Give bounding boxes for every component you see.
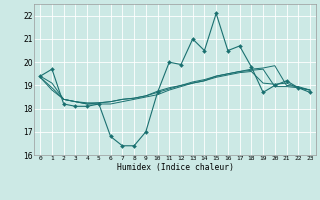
X-axis label: Humidex (Indice chaleur): Humidex (Indice chaleur) [116, 163, 234, 172]
